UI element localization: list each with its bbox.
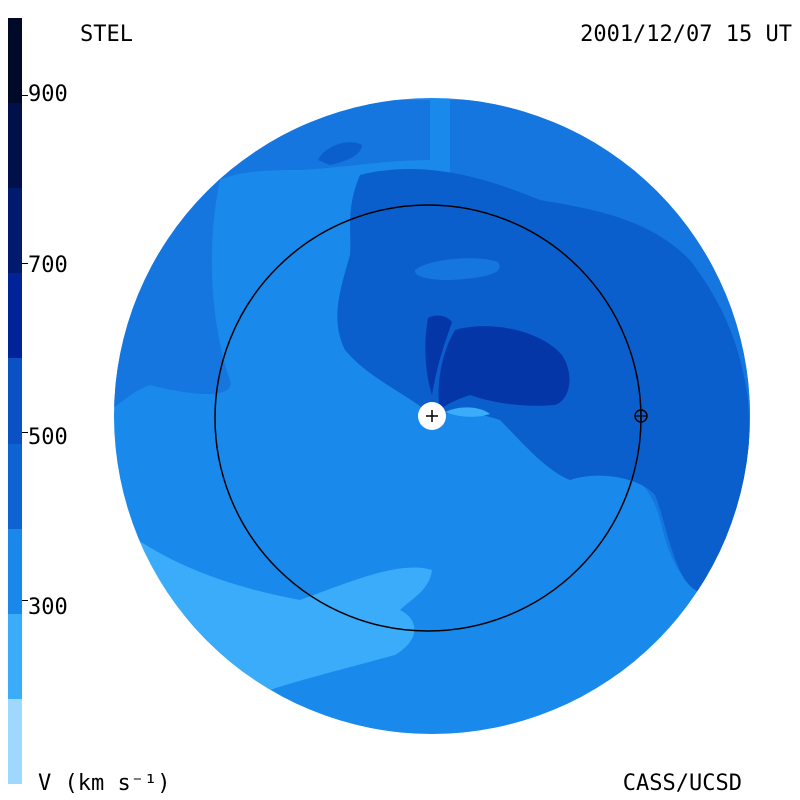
colorbar-tick-mark [22, 263, 28, 265]
region-speed-500-600-small [318, 142, 362, 165]
colorbar-tick-mark [22, 94, 28, 96]
colorbar-tick-700: 700 [28, 253, 68, 278]
colorbar-band [8, 698, 22, 785]
instrument-label: STEL [80, 22, 133, 47]
region-speed-200-300-sliver [445, 407, 490, 417]
colorbar-band [8, 443, 22, 530]
colorbar-band [8, 358, 22, 445]
colorbar-tick-mark [22, 600, 28, 602]
colorbar-tick-300: 300 [28, 595, 68, 620]
region-speed-600-700-small [425, 315, 452, 395]
colorbar-band [8, 273, 22, 359]
units-label: V (km s⁻¹) [38, 771, 171, 796]
timestamp-label: 2001/12/07 15 UT [580, 22, 792, 47]
colorbar-band [8, 613, 22, 700]
colorbar-tick-500: 500 [28, 425, 68, 450]
colorbar-tick-mark [22, 431, 28, 433]
colorbar-band [8, 103, 22, 189]
credit-label: CASS/UCSD [622, 771, 742, 796]
speed-colorbar [8, 18, 28, 785]
colorbar-tick-900: 900 [28, 82, 68, 107]
colorbar-band [8, 528, 22, 615]
colorbar-band [8, 188, 22, 274]
sun-marker [418, 402, 446, 430]
earth-marker [634, 409, 648, 423]
region-speed-400-500-pocket [414, 258, 500, 280]
colorbar-band [8, 18, 22, 104]
region-speed-600-700 [438, 326, 570, 410]
